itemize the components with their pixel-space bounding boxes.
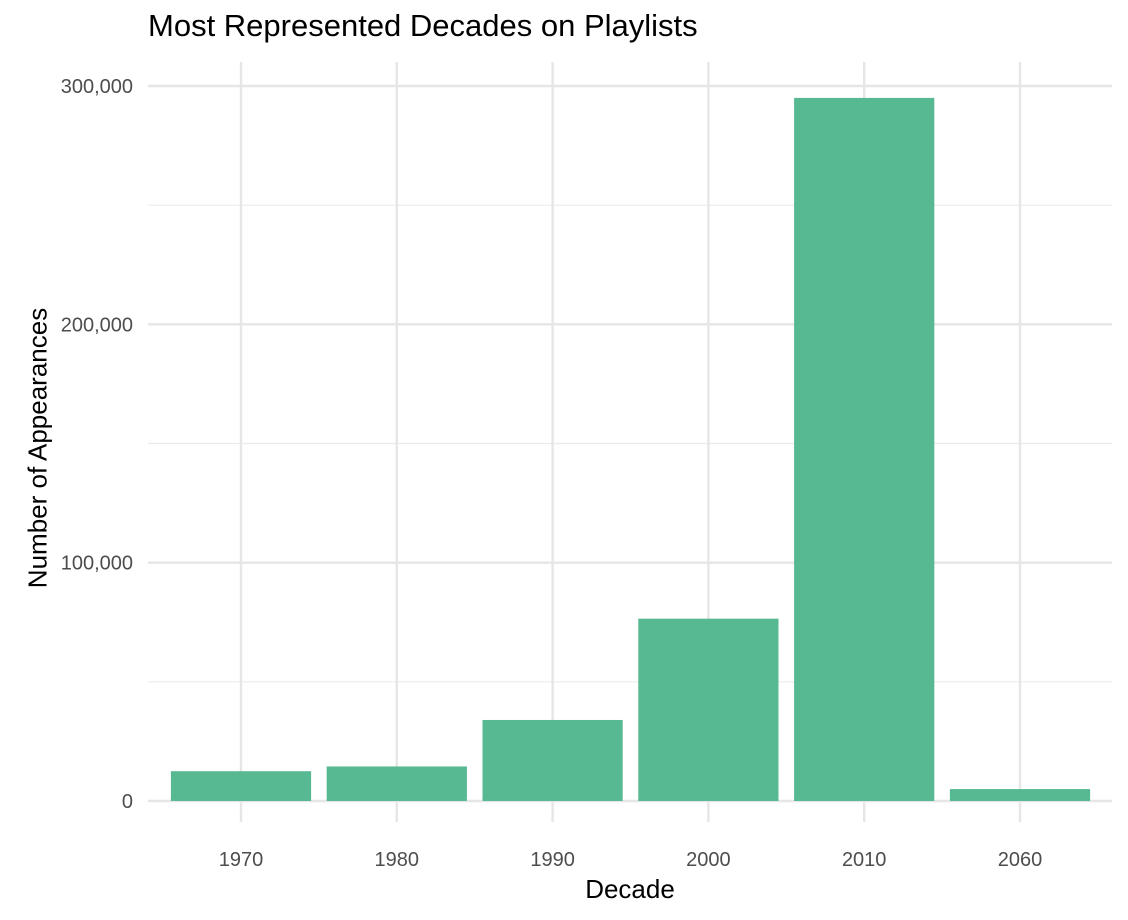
grid-lines <box>148 62 1112 822</box>
x-tick-label: 1970 <box>219 849 264 871</box>
y-tick-label: 100,000 <box>61 553 133 575</box>
y-tick-label: 200,000 <box>61 314 133 336</box>
x-axis-title: Decade <box>585 874 675 904</box>
y-tick-label: 300,000 <box>61 76 133 98</box>
bar-2000 <box>638 618 779 801</box>
x-tick-label: 2000 <box>686 849 731 871</box>
y-tick-labels: 0 100,000 200,000 300,000 <box>61 76 133 813</box>
chart-title: Most Represented Decades on Playlists <box>148 8 698 43</box>
bar-1980 <box>326 766 467 801</box>
x-tick-label: 1980 <box>375 849 420 871</box>
bars <box>170 97 1091 801</box>
bar-1990 <box>482 719 623 801</box>
y-tick-label: 0 <box>122 791 133 813</box>
x-tick-labels: 1970 1980 1990 2000 2010 2060 <box>219 849 1043 871</box>
bar-1970 <box>170 771 312 801</box>
x-tick-label: 2060 <box>998 849 1043 871</box>
bar-2060 <box>949 789 1091 801</box>
y-axis-title: Number of Appearances <box>22 307 53 589</box>
x-tick-label: 2010 <box>842 849 887 871</box>
bar-2010 <box>794 97 935 801</box>
x-tick-label: 1990 <box>530 849 575 871</box>
